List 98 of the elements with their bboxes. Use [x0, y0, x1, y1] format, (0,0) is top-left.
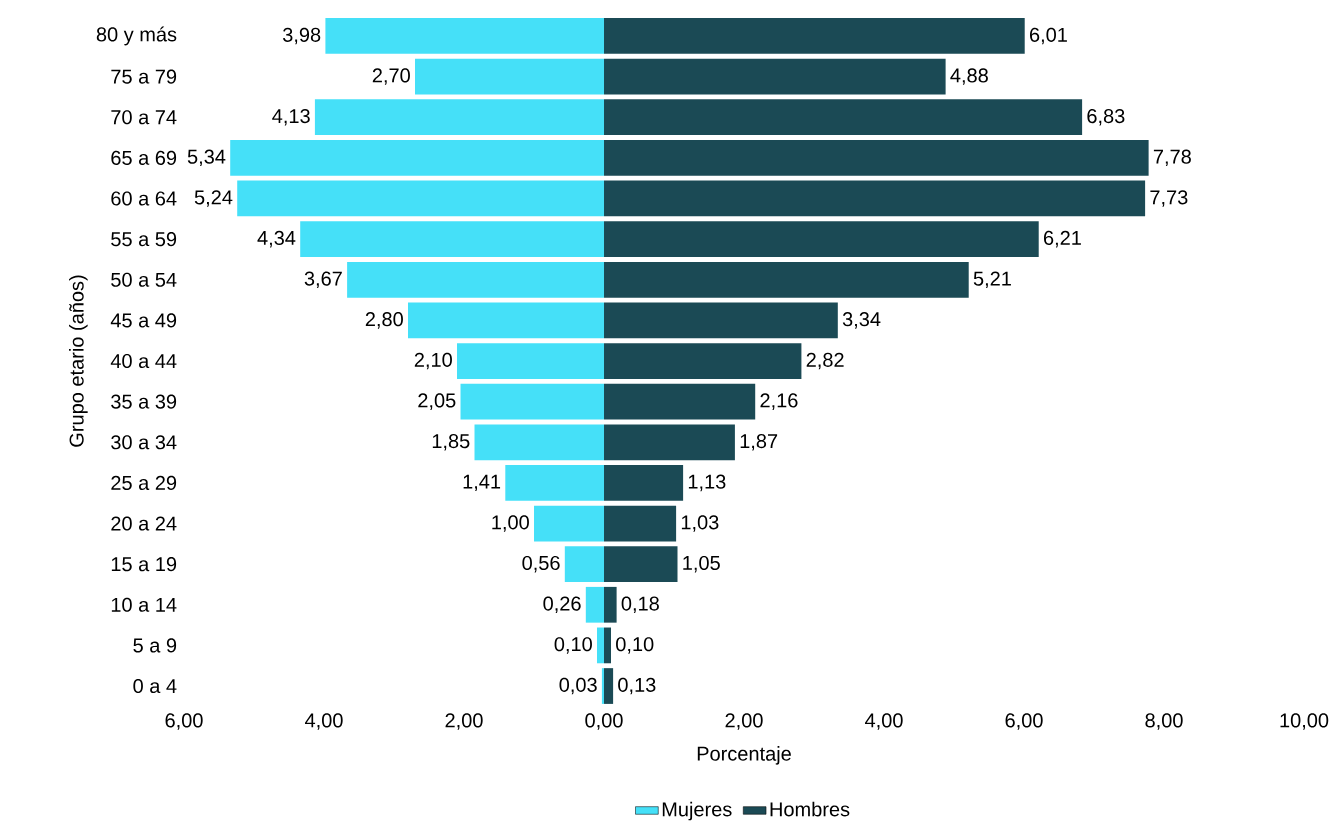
data-label: 0,03 — [559, 677, 597, 695]
y-tick-label: 10 a 14 — [111, 597, 177, 612]
x-tick-label: 4,00 — [305, 713, 343, 730]
data-label: 4,88 — [950, 68, 988, 85]
y-tick-label: 40 a 44 — [110, 353, 177, 369]
data-label: 7,73 — [1150, 190, 1188, 207]
bar — [460, 383, 605, 420]
data-label: 1,05 — [683, 555, 720, 573]
y-tick-label: 80 y más — [96, 26, 177, 46]
bar — [604, 18, 1025, 54]
data-label: 5,21 — [973, 271, 1011, 289]
data-label: 6,01 — [1030, 27, 1067, 45]
x-tick-label: 10,00 — [1280, 713, 1329, 730]
data-label: 2,80 — [365, 312, 403, 329]
y-tick-label: 15 a 19 — [111, 557, 177, 572]
bar — [604, 424, 735, 461]
y-tick-label: 60 a 64 — [111, 191, 177, 206]
bar — [604, 180, 1146, 217]
bar — [604, 58, 946, 95]
y-tick-label: 5 a 9 — [133, 638, 177, 653]
data-label: 3,67 — [304, 271, 342, 289]
bar — [604, 221, 1039, 257]
bar — [604, 343, 802, 379]
bar — [408, 302, 605, 339]
data-label: 2,82 — [806, 352, 844, 370]
bar — [604, 261, 969, 298]
data-label: 1,03 — [681, 515, 719, 532]
bar — [604, 465, 684, 501]
data-label: 6,83 — [1087, 108, 1125, 126]
bar — [604, 546, 678, 583]
y-axis-title: Grupo etario (años) — [69, 275, 88, 447]
bar — [604, 99, 1083, 136]
x-tick-label: 2,00 — [725, 713, 763, 730]
bar — [457, 343, 605, 379]
data-label: 4,34 — [257, 230, 296, 248]
legend-label: Mujeres — [662, 801, 732, 821]
data-label: 5,34 — [187, 149, 226, 167]
x-tick-label: 2,00 — [445, 713, 483, 730]
y-tick-label: 35 a 39 — [111, 394, 177, 409]
bar — [604, 505, 677, 542]
data-label: 0,56 — [522, 555, 560, 573]
y-tick-label: 70 a 74 — [111, 110, 177, 125]
data-label: 0,18 — [621, 596, 659, 614]
y-tick-label: 25 a 29 — [111, 475, 177, 490]
data-label: 1,41 — [463, 474, 501, 492]
x-tick-label: 4,00 — [865, 713, 903, 730]
bar — [604, 586, 617, 623]
data-label: 1,00 — [492, 515, 529, 532]
bar — [534, 505, 605, 542]
data-label: 4,13 — [272, 108, 310, 126]
y-tick-label: 20 a 24 — [111, 516, 177, 531]
data-label: 3,34 — [842, 312, 881, 329]
x-tick-label: 8,00 — [1145, 713, 1183, 730]
y-tick-label: 45 a 49 — [110, 313, 177, 328]
data-label: 2,16 — [760, 393, 798, 410]
x-tick-label: 6,00 — [165, 713, 203, 730]
bar — [474, 424, 605, 461]
y-tick-label: 75 a 79 — [111, 69, 177, 84]
data-label: 2,70 — [372, 68, 410, 85]
data-label: 7,78 — [1153, 149, 1191, 167]
data-label: 0,10 — [616, 637, 654, 654]
bar — [604, 302, 838, 339]
bar — [604, 668, 614, 704]
bar — [230, 139, 605, 176]
data-label: 5,24 — [194, 190, 233, 207]
bar — [585, 586, 605, 623]
data-label: 0,13 — [618, 677, 656, 695]
y-tick-label: 65 a 69 — [111, 150, 177, 165]
data-label: 0,10 — [554, 637, 592, 654]
bar — [325, 18, 605, 54]
data-label: 0,26 — [543, 596, 581, 614]
bar — [314, 99, 605, 136]
data-label: 1,85 — [432, 434, 470, 451]
y-tick-label: 0 a 4 — [133, 678, 177, 694]
data-label: 2,10 — [414, 352, 452, 370]
x-tick-label: 0,00 — [585, 713, 623, 730]
y-tick-label: 55 a 59 — [111, 232, 177, 247]
bar — [601, 668, 605, 704]
y-tick-label: 50 a 54 — [111, 272, 177, 287]
bar — [604, 139, 1149, 176]
bar — [597, 627, 605, 664]
x-tick-label: 6,00 — [1005, 713, 1043, 730]
data-label: 1,13 — [688, 474, 726, 492]
bar — [604, 627, 612, 664]
legend-label: Hombres — [770, 801, 850, 817]
data-label: 1,87 — [740, 434, 778, 451]
bar — [237, 180, 605, 217]
bar — [604, 383, 756, 420]
bar — [300, 221, 605, 257]
data-label: 6,21 — [1044, 230, 1081, 248]
bar — [505, 465, 605, 501]
bar — [347, 261, 605, 298]
bar — [564, 546, 605, 583]
data-label: 3,98 — [282, 27, 321, 45]
bar — [415, 58, 605, 95]
data-label: 2,05 — [418, 393, 456, 410]
y-tick-label: 30 a 34 — [111, 435, 177, 450]
x-axis-title: Porcentaje — [697, 746, 791, 765]
